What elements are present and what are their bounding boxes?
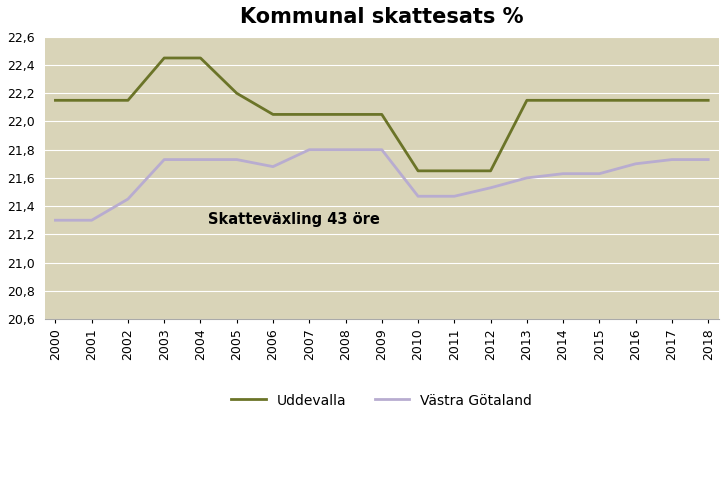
Västra Götaland: [667, 157, 676, 163]
Uddevalla: [123, 98, 132, 103]
Västra Götaland: [196, 157, 205, 163]
Västra Götaland: [51, 217, 60, 223]
Uddevalla: [341, 111, 350, 117]
Uddevalla: [667, 98, 676, 103]
Västra Götaland: [87, 217, 96, 223]
Västra Götaland: [450, 194, 459, 199]
Västra Götaland: [414, 194, 423, 199]
Uddevalla: [450, 168, 459, 174]
Uddevalla: [486, 168, 495, 174]
Västra Götaland: [595, 171, 604, 176]
Uddevalla: [703, 98, 712, 103]
Västra Götaland: [703, 157, 712, 163]
Västra Götaland: [160, 157, 168, 163]
Västra Götaland: [305, 147, 314, 152]
Uddevalla: [559, 98, 568, 103]
Uddevalla: [632, 98, 640, 103]
Uddevalla: [305, 111, 314, 117]
Västra Götaland: [123, 196, 132, 202]
Uddevalla: [51, 98, 60, 103]
Text: Skatteväxling 43 öre: Skatteväxling 43 öre: [208, 212, 380, 228]
Line: Västra Götaland: Västra Götaland: [55, 150, 708, 220]
Legend: Uddevalla, Västra Götaland: Uddevalla, Västra Götaland: [226, 388, 538, 414]
Västra Götaland: [559, 171, 568, 176]
Title: Kommunal skattesats %: Kommunal skattesats %: [240, 7, 523, 27]
Uddevalla: [523, 98, 531, 103]
Uddevalla: [160, 55, 168, 61]
Uddevalla: [87, 98, 96, 103]
Uddevalla: [232, 90, 241, 96]
Uddevalla: [378, 111, 386, 117]
Uddevalla: [595, 98, 604, 103]
Västra Götaland: [486, 185, 495, 191]
Västra Götaland: [232, 157, 241, 163]
Line: Uddevalla: Uddevalla: [55, 58, 708, 171]
Västra Götaland: [378, 147, 386, 152]
Uddevalla: [196, 55, 205, 61]
Västra Götaland: [341, 147, 350, 152]
Uddevalla: [414, 168, 423, 174]
Uddevalla: [269, 111, 277, 117]
Västra Götaland: [269, 164, 277, 170]
Västra Götaland: [523, 175, 531, 181]
Västra Götaland: [632, 161, 640, 167]
